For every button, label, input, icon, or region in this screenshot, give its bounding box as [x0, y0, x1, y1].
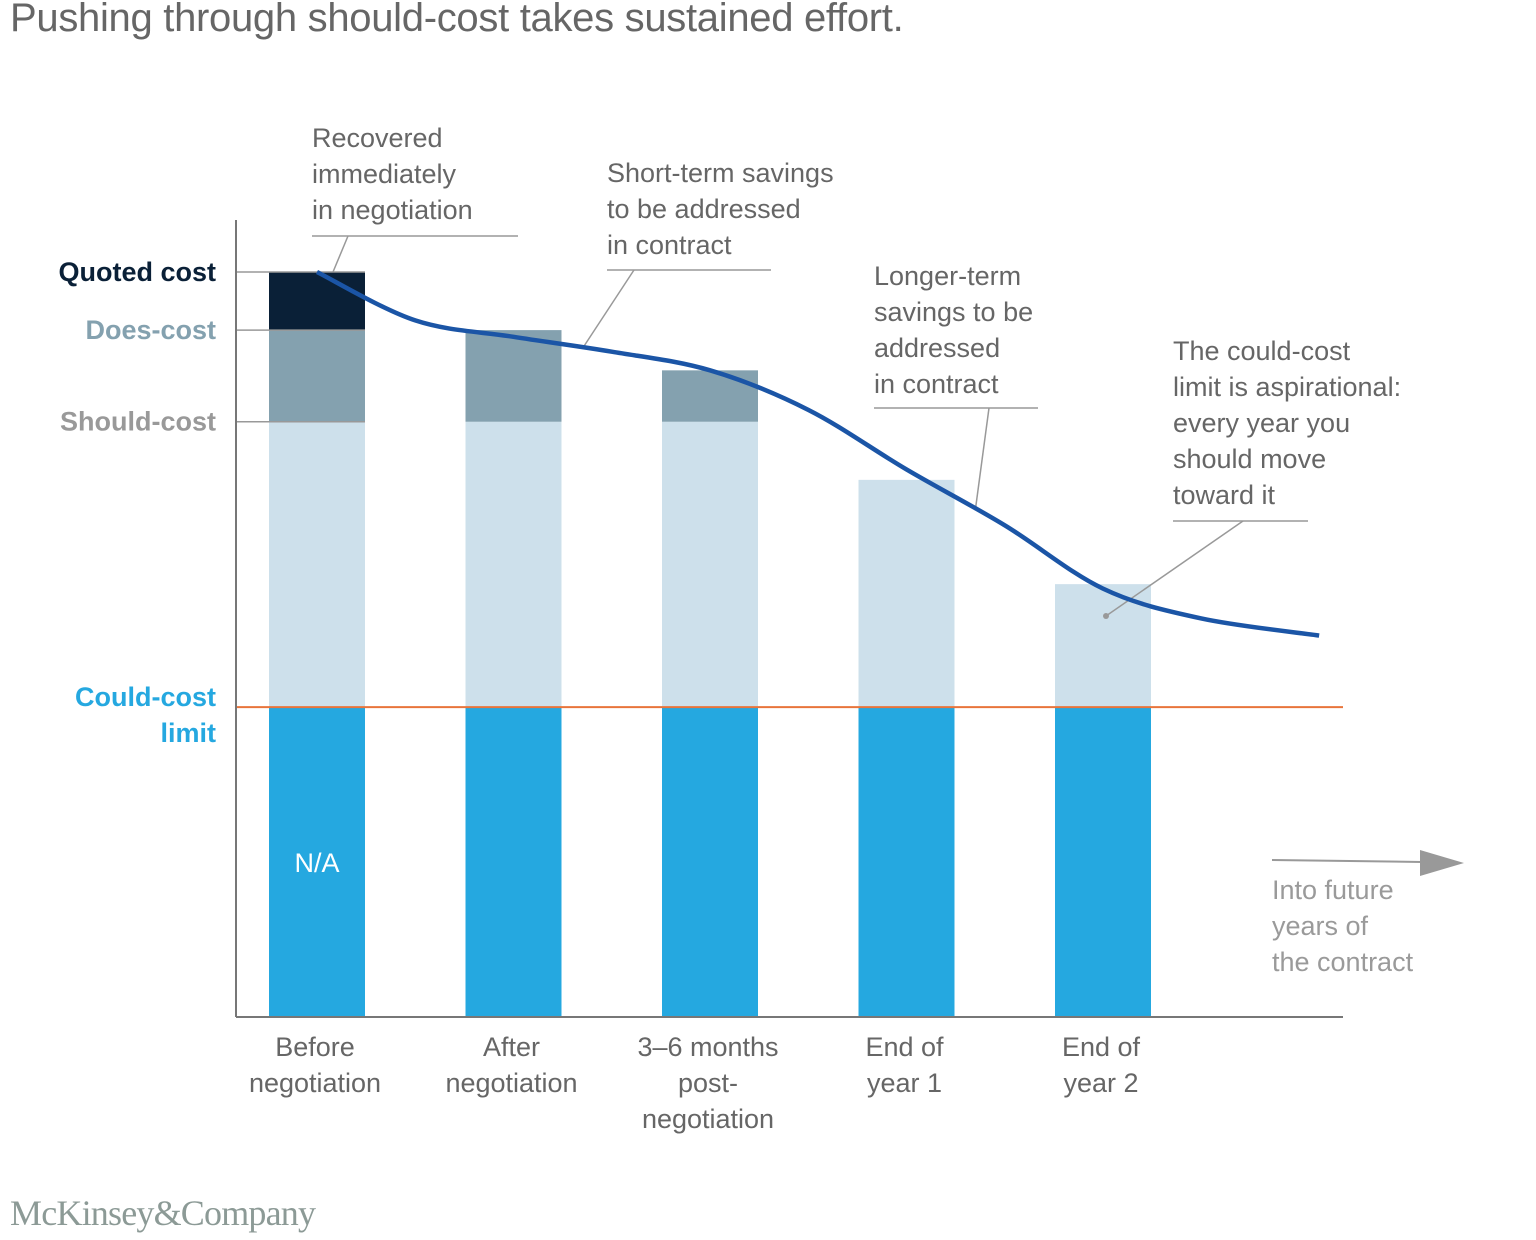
x-tick-label: year 1	[867, 1068, 942, 1098]
future-arrow-text: the contract	[1272, 947, 1414, 977]
x-tick-label: End of	[1062, 1032, 1141, 1062]
bar-segment-could	[858, 707, 955, 1017]
annotation-text: savings to be	[874, 297, 1033, 327]
bar-segment-does	[269, 330, 365, 422]
bar-segment-could	[465, 707, 562, 1017]
labels-layer: N/A Before negotiation After negotiation 3–6 …	[58, 123, 1413, 1134]
x-tick-label: Before	[275, 1032, 355, 1062]
annotation-text: in contract	[874, 369, 999, 399]
trend-curve	[316, 269, 1320, 638]
x-tick-label: year 2	[1063, 1068, 1138, 1098]
x-tick-label: negotiation	[445, 1068, 577, 1098]
y-level-label: limit	[160, 718, 216, 748]
annotation-text: Recovered	[312, 123, 443, 153]
bar-segment-could	[1055, 707, 1151, 1017]
bar-segment-does	[465, 330, 562, 422]
bar-segment-should	[465, 421, 562, 708]
bar-segment-should	[269, 421, 365, 708]
annotation-text: The could-cost	[1173, 336, 1351, 366]
annotation-dot	[1103, 613, 1109, 619]
bar-segment-should	[662, 421, 758, 708]
x-tick-label: 3–6 months	[637, 1032, 778, 1062]
x-tick-label: negotiation	[249, 1068, 381, 1098]
annotation-text: in negotiation	[312, 195, 473, 225]
annotation-text: Longer-term	[874, 261, 1021, 291]
annotation-text: every year you	[1173, 408, 1350, 438]
future-arrow-line	[1271, 859, 1423, 863]
annotation-text: limit is aspirational:	[1173, 372, 1401, 402]
x-tick-label: post-	[678, 1068, 738, 1098]
bar-segment-does	[662, 370, 758, 422]
chart-title: Pushing through should-cost takes sustai…	[10, 0, 904, 40]
x-tick-label: negotiation	[642, 1104, 774, 1134]
axes-layer	[235, 220, 1343, 1018]
annotation-leader	[581, 269, 635, 350]
annotation-text: addressed	[874, 333, 1000, 363]
annotation-text: should move	[1173, 444, 1326, 474]
future-arrow-text: Into future	[1272, 875, 1394, 905]
bar-segment-should	[1055, 584, 1151, 708]
annotation-leaders-layer	[312, 235, 1464, 876]
y-level-label: Quoted cost	[58, 257, 216, 287]
annotation-leader	[974, 407, 990, 511]
annotation-leader	[332, 235, 349, 273]
x-tick-label: After	[483, 1032, 540, 1062]
annotation-text: immediately	[312, 159, 457, 189]
mckinsey-logo: McKinsey&Company	[10, 1193, 316, 1233]
y-level-label: Does-cost	[85, 315, 216, 345]
bar-segment-should	[858, 479, 955, 708]
bar-label-na: N/A	[294, 848, 339, 878]
y-level-label: Could-cost	[75, 682, 216, 712]
future-arrow-text: years of	[1272, 911, 1369, 941]
x-tick-label: End of	[865, 1032, 944, 1062]
bar-segment-quoted	[269, 272, 365, 331]
y-level-label: Should-cost	[60, 407, 216, 437]
annotation-text: toward it	[1173, 480, 1276, 510]
bar-segment-could	[269, 707, 365, 1017]
bars-layer	[269, 272, 1151, 1017]
annotation-text: to be addressed	[607, 194, 801, 224]
annotation-leader	[1105, 520, 1244, 617]
annotation-text: in contract	[607, 230, 732, 260]
trend-curve-layer	[316, 269, 1320, 638]
future-arrow-head	[1420, 850, 1464, 876]
annotation-text: Short-term savings	[607, 158, 834, 188]
bar-segment-could	[662, 707, 758, 1017]
reference-lines-layer	[236, 271, 1343, 709]
